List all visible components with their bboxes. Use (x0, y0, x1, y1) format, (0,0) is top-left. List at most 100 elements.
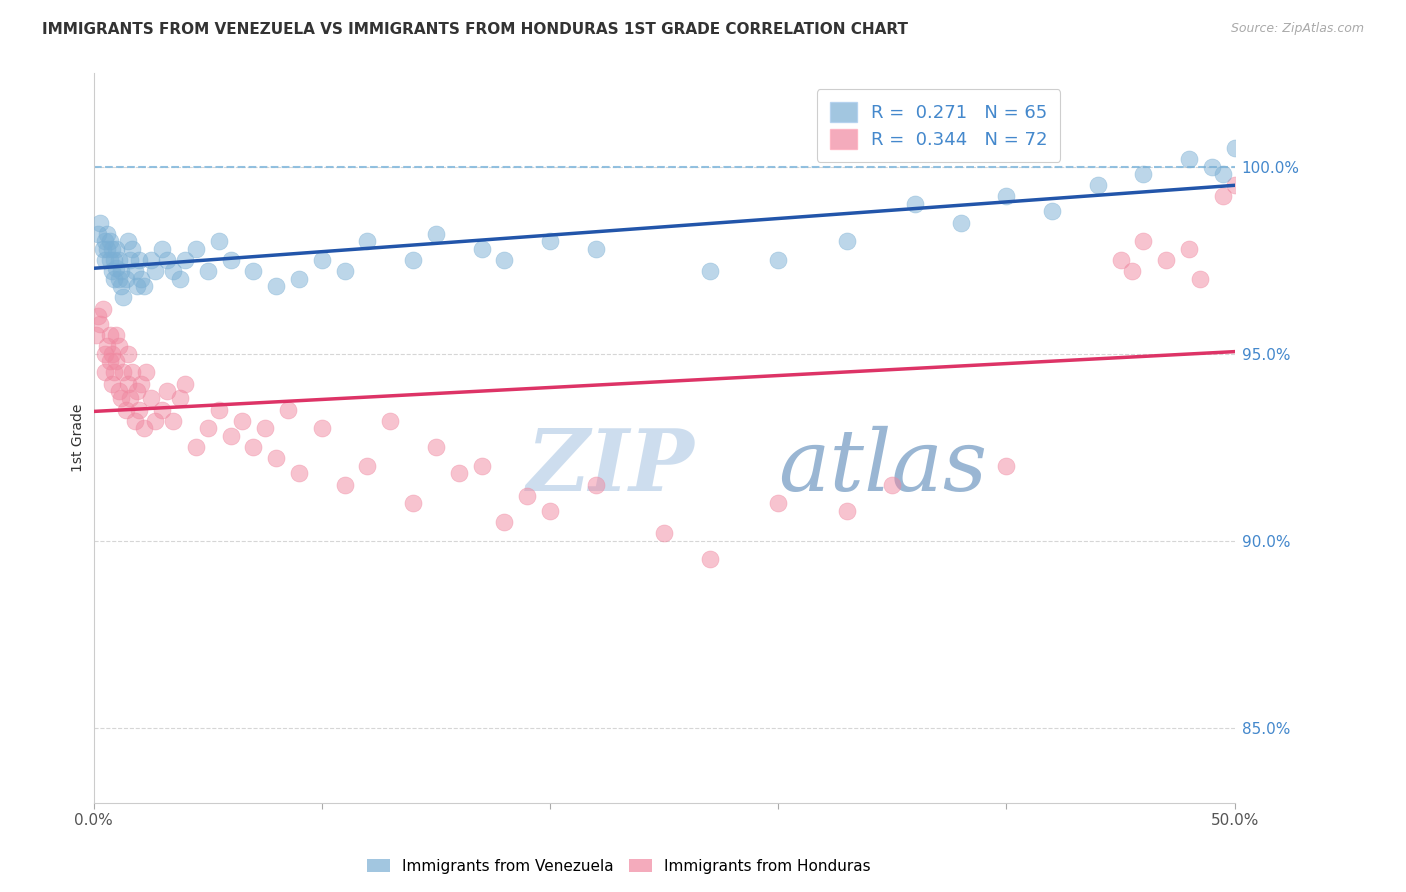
Point (173, 253, 195, 268)
Point (87, 227, 110, 241)
Point (1132, 167, 1154, 181)
Text: ZIP: ZIP (527, 425, 695, 508)
Point (103, 271, 125, 285)
Point (114, 271, 136, 285)
Point (1040, 204, 1063, 219)
Text: Source: ZipAtlas.com: Source: ZipAtlas.com (1230, 22, 1364, 36)
Point (101, 346, 124, 360)
Point (197, 421, 219, 435)
Point (219, 253, 242, 268)
Point (882, 477, 904, 491)
Point (107, 253, 129, 268)
Point (1121, 264, 1143, 278)
Point (242, 264, 264, 278)
Point (105, 354, 128, 368)
Point (162, 264, 184, 278)
Point (101, 376, 124, 391)
Point (1223, 178, 1246, 193)
Point (253, 421, 276, 435)
Point (131, 376, 153, 391)
Point (112, 365, 135, 379)
Point (835, 504, 858, 518)
Point (1109, 253, 1132, 268)
Point (143, 414, 166, 428)
Point (311, 253, 333, 268)
Point (1087, 178, 1109, 193)
Point (101, 264, 124, 278)
Point (132, 421, 155, 435)
Point (516, 489, 538, 503)
Point (380, 414, 402, 428)
Point (94, 253, 117, 268)
Point (470, 242, 492, 256)
Point (121, 242, 143, 256)
Point (470, 458, 492, 473)
Point (995, 189, 1018, 203)
Point (89, 216, 111, 230)
Point (128, 402, 150, 417)
Point (103, 253, 125, 268)
Point (835, 235, 858, 249)
Point (197, 264, 219, 278)
Point (169, 271, 191, 285)
Point (87, 309, 110, 323)
Point (277, 402, 299, 417)
Point (995, 458, 1018, 473)
Point (96, 242, 118, 256)
Point (425, 227, 447, 241)
Point (402, 496, 425, 510)
Point (1154, 253, 1177, 268)
Point (120, 392, 142, 406)
Point (96, 339, 118, 353)
Point (1189, 271, 1212, 285)
Point (125, 384, 148, 398)
Point (1212, 189, 1234, 203)
Point (242, 440, 264, 454)
Point (538, 235, 561, 249)
Point (132, 279, 155, 293)
Point (124, 414, 146, 428)
Point (91, 242, 114, 256)
Point (155, 253, 177, 268)
Point (110, 264, 132, 278)
Point (89, 317, 111, 331)
Point (1223, 141, 1246, 155)
Point (208, 235, 231, 249)
Point (150, 402, 173, 417)
Point (96, 227, 118, 241)
Text: IMMIGRANTS FROM VENEZUELA VS IMMIGRANTS FROM HONDURAS 1ST GRADE CORRELATION CHAR: IMMIGRANTS FROM VENEZUELA VS IMMIGRANTS … (42, 22, 908, 37)
Point (110, 279, 132, 293)
Point (585, 477, 607, 491)
Point (699, 552, 721, 566)
Point (117, 376, 139, 391)
Point (585, 242, 607, 256)
Point (150, 242, 173, 256)
Point (904, 197, 927, 211)
Point (114, 402, 136, 417)
Point (1201, 160, 1223, 174)
Point (125, 279, 148, 293)
Point (169, 392, 191, 406)
Point (128, 253, 150, 268)
Point (768, 253, 790, 268)
Point (425, 440, 447, 454)
Point (107, 339, 129, 353)
Point (186, 242, 208, 256)
Point (91, 301, 114, 316)
Point (1178, 152, 1201, 166)
Point (447, 467, 470, 481)
Point (139, 253, 162, 268)
Point (333, 264, 356, 278)
Point (107, 271, 129, 285)
Point (155, 384, 177, 398)
Point (208, 402, 231, 417)
Point (107, 384, 129, 398)
Legend: Immigrants from Venezuela, Immigrants from Honduras: Immigrants from Venezuela, Immigrants fr… (360, 853, 877, 880)
Point (124, 264, 146, 278)
Point (105, 327, 128, 342)
Point (84, 327, 107, 342)
Point (699, 264, 721, 278)
Point (103, 365, 125, 379)
Point (143, 264, 166, 278)
Point (186, 440, 208, 454)
